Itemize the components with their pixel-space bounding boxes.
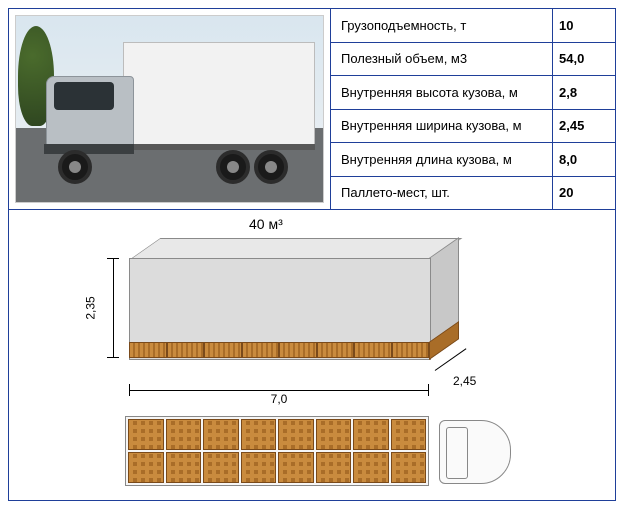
photo-cell (9, 9, 331, 209)
spec-label: Внутренняя длина кузова, м (331, 143, 553, 176)
pallet-icon (241, 419, 277, 450)
pallet-icon (391, 419, 427, 450)
diagram-area: 40 м³ 2,35 7,0 2,45 (9, 210, 615, 500)
spec-label: Полезный объем, м3 (331, 43, 553, 76)
wheel-icon (254, 150, 288, 184)
dim-height: 2,35 (101, 258, 125, 358)
spec-value: 10 (553, 9, 615, 42)
iso-floor-pallets (129, 342, 429, 358)
wheel-icon (58, 150, 92, 184)
spec-table: Грузоподъемность, т 10 Полезный объем, м… (331, 9, 615, 209)
spec-row: Полезный объем, м3 54,0 (331, 43, 615, 77)
pallet-icon (316, 419, 352, 450)
top-row: Грузоподъемность, т 10 Полезный объем, м… (9, 9, 615, 210)
pallet-icon (128, 452, 164, 483)
cab-top-view-icon (439, 420, 511, 484)
spec-label: Внутренняя ширина кузова, м (331, 110, 553, 143)
spec-row: Паллето-мест, шт. 20 (331, 177, 615, 210)
spec-row: Внутренняя высота кузова, м 2,8 (331, 76, 615, 110)
spec-value: 2,8 (553, 76, 615, 109)
pallet-icon (353, 452, 389, 483)
pallet-icon (278, 419, 314, 450)
truck-box-body (123, 42, 315, 150)
spec-value: 54,0 (553, 43, 615, 76)
dim-width-label: 2,45 (453, 374, 476, 388)
wheel-icon (216, 150, 250, 184)
pallet-icon (353, 419, 389, 450)
pallet-icon (166, 419, 202, 450)
pallet-icon (203, 452, 239, 483)
iso-box-diagram (129, 238, 499, 378)
pallet-icon (316, 452, 352, 483)
pallet-icon (166, 452, 202, 483)
spec-row: Внутренняя ширина кузова, м 2,45 (331, 110, 615, 144)
spec-row: Внутренняя длина кузова, м 8,0 (331, 143, 615, 177)
pallet-icon (203, 419, 239, 450)
spec-value: 8,0 (553, 143, 615, 176)
top-view-pallets (125, 416, 429, 486)
spec-card: Грузоподъемность, т 10 Полезный объем, м… (8, 8, 616, 501)
spec-row: Грузоподъемность, т 10 (331, 9, 615, 43)
volume-label: 40 м³ (249, 216, 283, 232)
dim-length-label: 7,0 (271, 392, 288, 406)
spec-value: 20 (553, 177, 615, 210)
dim-length: 7,0 (129, 386, 429, 408)
pallet-icon (278, 452, 314, 483)
spec-value: 2,45 (553, 110, 615, 143)
spec-label: Внутренняя высота кузова, м (331, 76, 553, 109)
pallet-icon (391, 452, 427, 483)
dim-height-label: 2,35 (84, 296, 98, 319)
pallet-icon (128, 419, 164, 450)
spec-label: Грузоподъемность, т (331, 9, 553, 42)
dim-width: 2,45 (435, 370, 489, 400)
spec-label: Паллето-мест, шт. (331, 177, 553, 210)
truck-photo (15, 15, 324, 203)
pallet-icon (241, 452, 277, 483)
